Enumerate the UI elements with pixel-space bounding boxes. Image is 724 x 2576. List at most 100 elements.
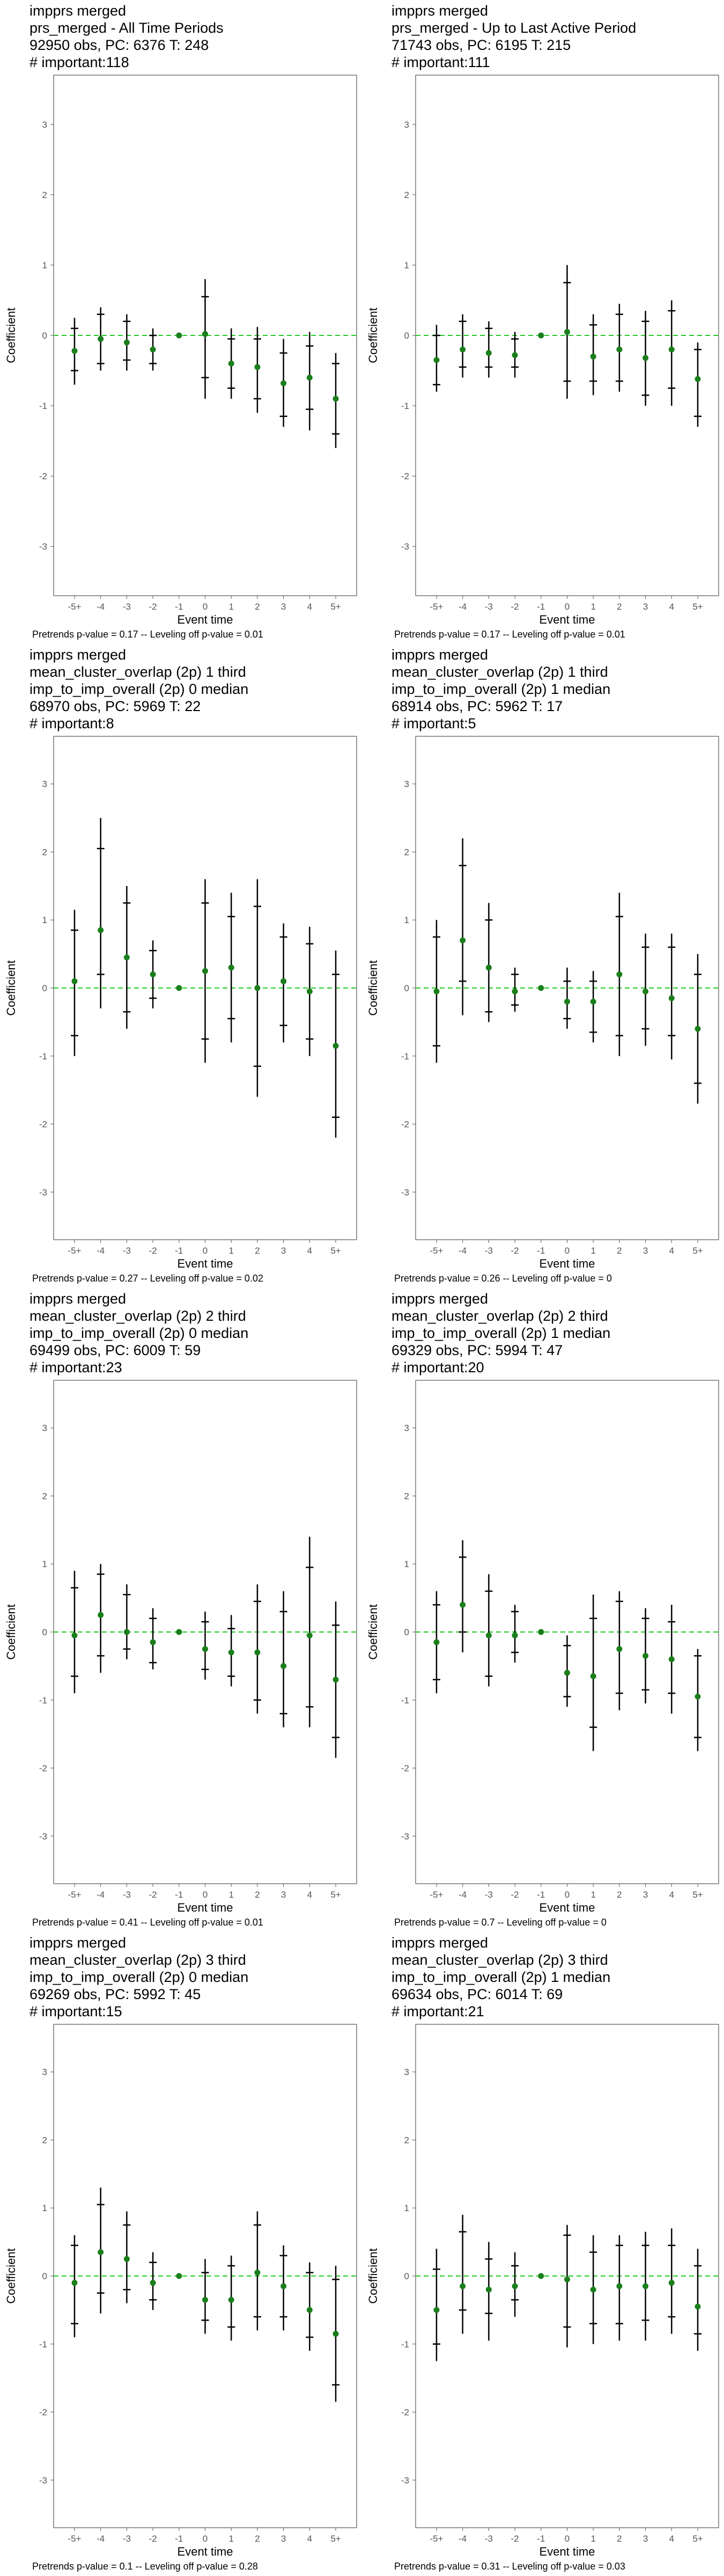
data-point [254, 2270, 261, 2276]
x-tick-label: -4 [97, 1246, 105, 1256]
x-tick-label: 5+ [330, 1246, 341, 1256]
x-tick-label: 3 [643, 1246, 648, 1256]
data-point [695, 2303, 701, 2310]
data-point [460, 346, 466, 353]
x-tick-label: 3 [643, 602, 648, 612]
chart-title-line: mean_cluster_overlap (2p) 3 third [29, 1952, 246, 1968]
data-point [306, 988, 313, 994]
data-point [254, 985, 261, 991]
y-tick-label: -1 [39, 2339, 47, 2350]
x-tick-label: 4 [307, 602, 312, 612]
y-axis-title: Coefficient [4, 960, 18, 1016]
data-point [642, 1652, 649, 1659]
data-point [538, 2273, 544, 2279]
x-tick-label: -2 [149, 1246, 157, 1256]
x-tick-label: 4 [307, 2534, 312, 2544]
chart-title-line: # important:20 [391, 1359, 484, 1375]
x-tick-label: 4 [307, 1890, 312, 1900]
x-tick-label: -2 [149, 1890, 157, 1900]
data-point [228, 1649, 234, 1656]
chart-title-line: impprs merged [29, 3, 127, 19]
data-point [98, 336, 104, 342]
chart-title-line: prs_merged - All Time Periods [29, 20, 224, 36]
y-tick-label: -1 [39, 401, 47, 411]
y-tick-label: 3 [42, 779, 47, 789]
y-axis-title: Coefficient [4, 308, 18, 363]
chart-caption: Pretrends p-value = 0.17 -- Leveling off… [394, 629, 625, 640]
x-tick-label: 4 [669, 602, 674, 612]
y-axis-title: Coefficient [366, 2248, 380, 2304]
chart-title-line: 68970 obs, PC: 5969 T: 22 [29, 698, 201, 714]
data-point [176, 985, 182, 991]
x-tick-label: 2 [255, 602, 260, 612]
data-point [98, 1612, 104, 1618]
data-point [333, 1043, 339, 1049]
x-tick-label: 2 [617, 1246, 622, 1256]
chart-title-line: # important:23 [29, 1359, 122, 1375]
data-point [642, 988, 649, 994]
x-tick-label: 2 [617, 2534, 622, 2544]
x-axis-title: Event time [540, 1257, 595, 1270]
y-tick-label: -1 [401, 401, 409, 411]
data-point [538, 332, 544, 339]
x-tick-label: 1 [590, 2534, 595, 2544]
chart-title-line: # important:5 [391, 715, 476, 731]
x-tick-label: -2 [511, 602, 519, 612]
data-point [668, 2280, 675, 2286]
chart-caption: Pretrends p-value = 0.17 -- Leveling off… [32, 629, 263, 640]
x-tick-label: -4 [459, 1890, 467, 1900]
data-point [695, 1026, 701, 1032]
chart-panel-8: impprs merged mean_cluster_overlap (2p) 3… [362, 1932, 724, 2576]
y-tick-label: -3 [401, 1187, 409, 1197]
x-tick-label: -3 [123, 602, 131, 612]
y-tick-label: 1 [42, 915, 47, 925]
y-tick-label: -1 [39, 1695, 47, 1706]
chart-title-line: 69269 obs, PC: 5992 T: 45 [29, 1986, 201, 2002]
chart-title-line: imp_to_imp_overall (2p) 0 median [29, 681, 249, 697]
data-point [150, 2280, 156, 2286]
data-point [98, 2249, 104, 2256]
data-point [306, 1632, 313, 1638]
data-point [433, 357, 440, 363]
data-point [460, 2283, 466, 2289]
chart-title-line: mean_cluster_overlap (2p) 3 third [391, 1952, 608, 1968]
chart-title: impprs merged mean_cluster_overlap (2p) 2… [29, 1290, 248, 1376]
chart-title: impprs merged mean_cluster_overlap (2p) 1… [391, 646, 610, 732]
chart-title: impprs merged prs_merged - All Time Perio… [29, 2, 224, 71]
y-tick-label: -2 [39, 1119, 47, 1130]
x-tick-label: 3 [643, 1890, 648, 1900]
y-tick-label: 2 [42, 1491, 47, 1501]
chart-caption: Pretrends p-value = 0.26 -- Leveling off… [394, 1273, 612, 1284]
chart-title-line: impprs merged [391, 1291, 489, 1307]
x-tick-label: -3 [123, 1890, 131, 1900]
chart-panel-6: impprs merged mean_cluster_overlap (2p) 2… [362, 1288, 724, 1932]
y-axis-title: Coefficient [366, 308, 380, 363]
chart-title-line: 69499 obs, PC: 6009 T: 59 [29, 1342, 201, 1358]
y-tick-label: 1 [404, 260, 409, 270]
x-tick-label: -2 [149, 602, 157, 612]
x-tick-label: 5+ [692, 602, 703, 612]
data-point [123, 339, 130, 346]
x-axis-title: Event time [540, 2545, 595, 2558]
data-point [123, 2256, 130, 2262]
data-point [202, 968, 208, 974]
chart-panel-1: impprs merged prs_merged - All Time Perio… [0, 0, 362, 644]
data-point [538, 985, 544, 991]
chart-title-line: # important:15 [29, 2003, 122, 2019]
x-tick-label: 2 [255, 1890, 260, 1900]
data-point [642, 355, 649, 361]
chart-title-line: # important:118 [29, 54, 129, 70]
x-tick-label: 3 [281, 1890, 286, 1900]
data-point [460, 1601, 466, 1608]
data-point [433, 1639, 440, 1645]
y-tick-label: -2 [39, 471, 47, 481]
data-point [695, 376, 701, 382]
x-tick-label: -1 [537, 1246, 545, 1256]
y-tick-label: 0 [404, 2271, 409, 2281]
x-tick-label: 1 [228, 602, 233, 612]
y-tick-label: -2 [39, 2407, 47, 2418]
chart-panel-4: impprs merged mean_cluster_overlap (2p) 1… [362, 644, 724, 1288]
x-tick-label: -1 [175, 602, 183, 612]
data-point [590, 2286, 596, 2293]
x-tick-label: -3 [123, 2534, 131, 2544]
